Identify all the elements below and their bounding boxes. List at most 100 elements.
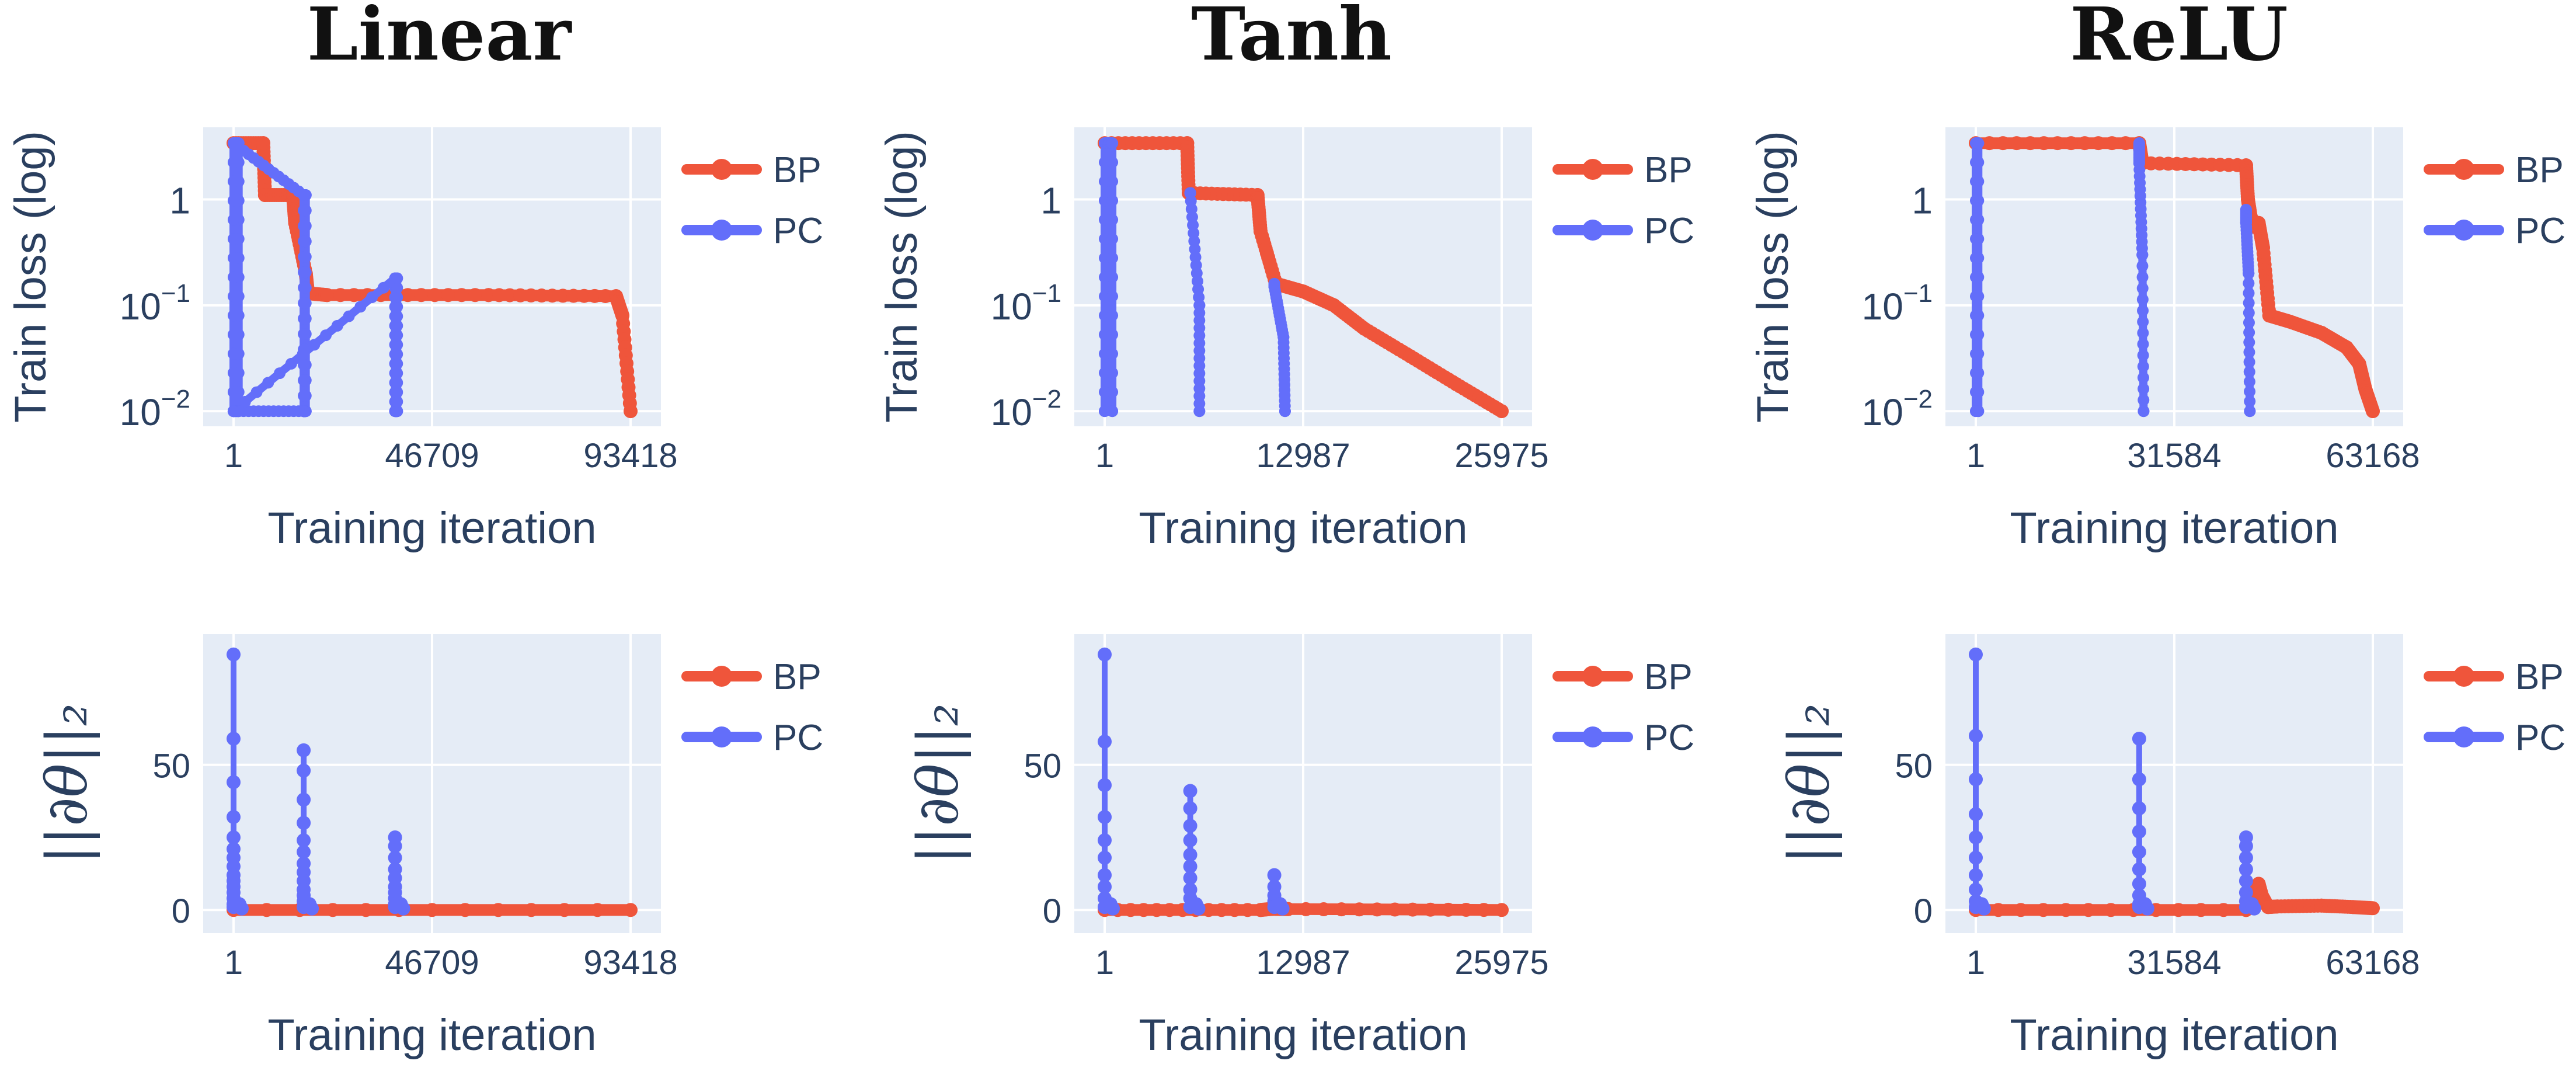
y-axis-label: ||∂θ||₂ — [1777, 703, 1842, 864]
series-marker-pc — [1972, 252, 1984, 264]
series-marker-pc — [1106, 272, 1118, 283]
series-marker-pc — [2138, 349, 2149, 361]
series-marker-pc — [1106, 137, 1118, 149]
x-tick-label: 63168 — [2326, 437, 2420, 475]
pc-spike-marker — [1098, 851, 1112, 865]
series-marker-pc — [228, 329, 239, 340]
y-axis-label: ||∂θ||₂ — [906, 703, 971, 864]
series-marker-bp — [1241, 903, 1255, 917]
series-marker-bp — [624, 903, 638, 917]
y-tick-label: 50 — [152, 747, 190, 785]
series-marker-pc — [228, 367, 239, 379]
x-axis-label: Training iteration — [1139, 1010, 1467, 1060]
x-axis-label: Training iteration — [267, 1010, 596, 1060]
y-tick-label: 0 — [1043, 892, 1061, 930]
series-marker-bp — [2064, 136, 2078, 150]
series-marker-bp — [1162, 903, 1176, 917]
panel-relu-loss: 1 31584 63168110−110−2Training iterationTr… — [1748, 127, 2565, 553]
series-marker-bp — [2216, 903, 2230, 917]
series-marker-pc — [1972, 214, 1984, 225]
series-marker-bp — [2104, 903, 2118, 917]
column-title-linear: Linear — [307, 0, 573, 77]
x-tick-label: 93418 — [583, 437, 677, 475]
series-marker-pc — [1106, 386, 1118, 398]
legend-label-pc: PC — [1644, 718, 1694, 758]
y-tick-base: 10 — [1862, 391, 1903, 433]
x-tick-label: 1 — [1095, 437, 1114, 475]
series-marker-bp — [414, 288, 428, 302]
legend-label-pc: PC — [2515, 211, 2565, 251]
legend-marker-bp — [2453, 666, 2474, 687]
series-marker-bp — [1459, 903, 1473, 917]
pc-spike-marker — [2132, 863, 2146, 877]
legend-marker-pc — [711, 726, 732, 747]
series-marker-pc — [299, 282, 311, 294]
y-tick-base: 10 — [120, 286, 161, 328]
series-marker-pc — [299, 297, 311, 309]
series-marker-bp — [1406, 903, 1420, 917]
y-tick-label: 0 — [1914, 892, 1933, 930]
series-marker-bp — [359, 903, 373, 917]
pc-spike-marker — [1098, 735, 1112, 749]
y-tick-base: 10 — [991, 391, 1032, 433]
legend: BP PC — [2429, 657, 2565, 758]
series-marker-pc — [228, 386, 239, 398]
series-marker-pc — [2136, 260, 2148, 272]
series-marker-pc — [2136, 249, 2148, 260]
legend-marker-bp — [711, 159, 732, 180]
legend: BP PC — [2429, 150, 2565, 251]
legend-label-pc: PC — [2515, 718, 2565, 758]
series-marker-pc — [228, 290, 239, 302]
x-tick-label: 93418 — [583, 944, 677, 982]
series-marker-bp — [455, 288, 469, 302]
series-marker-pc — [300, 204, 311, 216]
y-tick-exponent: −1 — [1032, 279, 1061, 308]
series-marker-bp — [2091, 136, 2105, 150]
series-marker-bp — [2059, 903, 2073, 917]
series-marker-pc — [2138, 361, 2149, 373]
series-marker-bp — [320, 288, 334, 302]
series-marker-pc — [297, 349, 309, 360]
y-tick-base: 10 — [1862, 286, 1903, 328]
y-tick-label: 10−2 — [120, 385, 190, 433]
series-marker-pc — [2137, 283, 2149, 294]
series-marker-pc — [1972, 367, 1984, 379]
pc-spike-marker — [1098, 648, 1112, 662]
series-marker-pc — [2138, 383, 2149, 395]
legend-label-bp: BP — [773, 150, 821, 190]
legend-marker-pc — [1582, 220, 1603, 241]
series-marker-pc — [2137, 294, 2149, 305]
series-marker-pc — [2138, 405, 2149, 417]
x-tick-label: 1 — [1966, 437, 1985, 475]
series-marker-pc — [332, 320, 343, 332]
pc-spike-marker — [1969, 648, 1983, 662]
series-marker-bp — [1423, 903, 1437, 917]
series-marker-pc — [1972, 386, 1984, 398]
series-marker-pc — [228, 272, 239, 283]
x-tick-label: 1 — [1966, 944, 1985, 982]
pc-spike-marker — [235, 902, 249, 916]
series-marker-pc — [1106, 329, 1118, 340]
legend-label-pc: PC — [773, 211, 823, 251]
series-marker-pc — [298, 328, 310, 340]
pc-spike-marker — [2132, 773, 2146, 787]
series-marker-pc — [2137, 272, 2149, 283]
series-marker-pc — [1972, 137, 1984, 149]
x-tick-label: 1 — [224, 437, 243, 475]
panel-linear-loss: 1 46709 93418110−110−2Training iterationTr… — [6, 127, 823, 553]
series-marker-bp — [1214, 903, 1228, 917]
x-axis-label: Training iteration — [1139, 503, 1467, 553]
series-marker-bp — [260, 903, 274, 917]
series-marker-pc — [1106, 405, 1118, 417]
series-marker-bp — [1442, 903, 1456, 917]
legend-marker-bp — [1582, 666, 1603, 687]
y-tick-base: 1 — [1040, 180, 1061, 222]
series-marker-bp — [524, 903, 538, 917]
series-marker-pc — [391, 273, 403, 284]
y-tick-label: 50 — [1895, 747, 1933, 785]
pc-spike-marker — [1977, 902, 1991, 916]
series-marker-pc — [228, 405, 239, 417]
legend-label-pc: PC — [1644, 211, 1694, 251]
series-marker-bp — [2366, 404, 2380, 418]
pc-spike-marker — [227, 732, 241, 746]
